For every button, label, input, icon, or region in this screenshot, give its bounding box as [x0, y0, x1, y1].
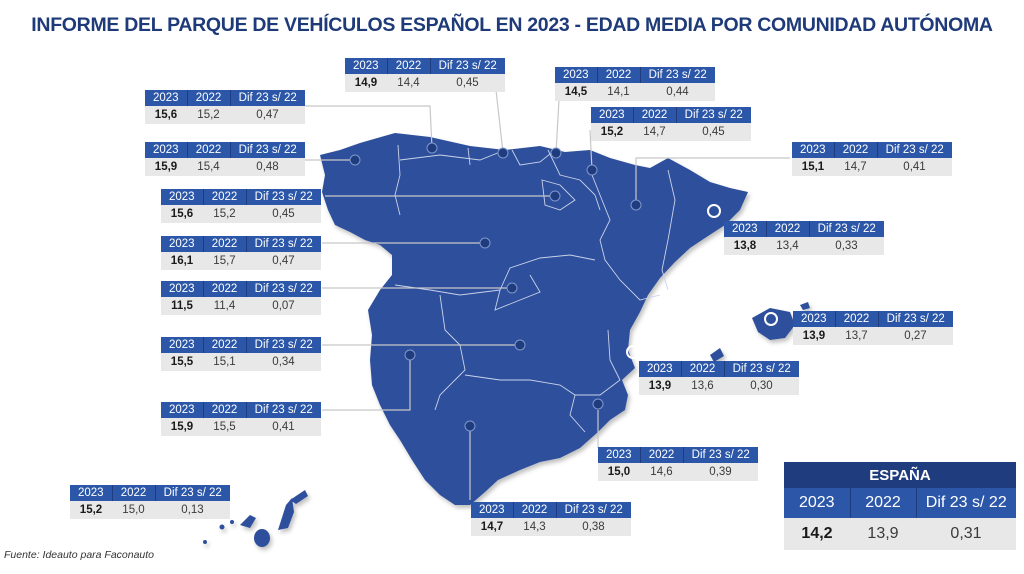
table-murcia: 2023 2022 Dif 23 s/ 22 15,0 14,6 0,39 — [598, 447, 758, 481]
value-diff: 0,45 — [676, 123, 751, 141]
spain-caption: ESPAÑA — [784, 462, 1016, 488]
value-2022: 15,4 — [187, 158, 230, 176]
value-2022: 15,1 — [203, 353, 246, 371]
value-2023: 15,6 — [145, 106, 187, 124]
table-pais-vasco: 2023 2022 Dif 23 s/ 22 14,5 14,1 0,44 — [555, 67, 715, 101]
value-diff: 0,38 — [556, 518, 631, 536]
table-galicia: 2023 2022 Dif 23 s/ 22 15,9 15,4 0,48 — [145, 142, 305, 176]
value-2023: 15,2 — [70, 501, 112, 519]
value-2022: 15,5 — [203, 418, 246, 436]
table-la-rioja: 2023 2022 Dif 23 s/ 22 15,6 15,2 0,45 — [161, 189, 321, 223]
table-baleares: 2023 2022 Dif 23 s/ 22 13,9 13,7 0,27 — [793, 311, 953, 345]
value-2023: 11,5 — [161, 297, 203, 315]
value-2022: 14,4 — [387, 74, 430, 92]
table-extremadura: 2023 2022 Dif 23 s/ 22 15,9 15,5 0,41 — [161, 402, 321, 436]
value-diff: 0,48 — [230, 158, 305, 176]
table-comunidad-valenciana: 2023 2022 Dif 23 s/ 22 13,9 13,6 0,30 — [639, 361, 799, 395]
value-diff: 0,07 — [246, 297, 321, 315]
value-2022: 14,6 — [640, 463, 683, 481]
value-diff: 0,30 — [724, 377, 799, 395]
page-title: INFORME DEL PARQUE DE VEHÍCULOS ESPAÑOL … — [31, 14, 993, 36]
value-diff: 0,33 — [809, 237, 884, 255]
value-2023: 15,2 — [591, 123, 633, 141]
table-castilla-y-leon: 2023 2022 Dif 23 s/ 22 16,1 15,7 0,47 — [161, 236, 321, 270]
value-diff: 0,34 — [246, 353, 321, 371]
value-2022: 15,2 — [203, 205, 246, 223]
value-2022: 13,7 — [835, 327, 878, 345]
value-2023: 14,5 — [555, 83, 597, 101]
value-2022: 13,6 — [681, 377, 724, 395]
value-2023: 15,1 — [792, 158, 834, 176]
value-diff: 0,45 — [430, 74, 505, 92]
value-2023: 15,9 — [145, 158, 187, 176]
value-diff: 0,47 — [246, 252, 321, 270]
table-cantabria: 2023 2022 Dif 23 s/ 22 14,9 14,4 0,45 — [345, 58, 505, 92]
value-diff: 0,27 — [878, 327, 953, 345]
value-diff: 0,41 — [246, 418, 321, 436]
value-2022: 14,7 — [633, 123, 676, 141]
value-2023: 13,9 — [639, 377, 681, 395]
value-diff: 0,44 — [640, 83, 715, 101]
table-asturias: 2023 2022 Dif 23 s/ 22 15,6 15,2 0,47 — [145, 90, 305, 124]
spain-value-2022: 13,9 — [850, 518, 916, 550]
value-diff: 0,45 — [246, 205, 321, 223]
value-2023: 15,6 — [161, 205, 203, 223]
value-diff: 0,41 — [877, 158, 952, 176]
table-cataluna: 2023 2022 Dif 23 s/ 22 13,8 13,4 0,33 — [724, 221, 884, 255]
value-2023: 13,9 — [793, 327, 835, 345]
value-2022: 15,2 — [187, 106, 230, 124]
value-diff: 0,39 — [683, 463, 758, 481]
value-2022: 14,7 — [834, 158, 877, 176]
value-2022: 15,0 — [112, 501, 155, 519]
value-2022: 14,3 — [513, 518, 556, 536]
value-diff: 0,13 — [155, 501, 230, 519]
value-2023: 14,7 — [471, 518, 513, 536]
spain-value-diff: 0,31 — [916, 518, 1016, 550]
value-2022: 13,4 — [766, 237, 809, 255]
table-canarias: 2023 2022 Dif 23 s/ 22 15,2 15,0 0,13 — [70, 485, 230, 519]
value-2022: 14,1 — [597, 83, 640, 101]
value-2023: 14,9 — [345, 74, 387, 92]
table-andalucia: 2023 2022 Dif 23 s/ 22 14,7 14,3 0,38 — [471, 502, 631, 536]
region-markers — [349, 142, 778, 432]
value-2023: 15,5 — [161, 353, 203, 371]
table-navarra: 2023 2022 Dif 23 s/ 22 15,2 14,7 0,45 — [591, 107, 751, 141]
value-2022: 15,7 — [203, 252, 246, 270]
table-aragon: 2023 2022 Dif 23 s/ 22 15,1 14,7 0,41 — [792, 142, 952, 176]
spain-summary-table: ESPAÑA 2023 2022 Dif 23 s/ 22 14,2 13,9 0,31 — [784, 462, 1016, 550]
value-diff: 0,47 — [230, 106, 305, 124]
source-note: Fuente: Ideauto para Faconauto — [4, 549, 155, 561]
spain-value-2023: 14,2 — [784, 518, 850, 550]
value-2023: 16,1 — [161, 252, 203, 270]
table-madrid: 2023 2022 Dif 23 s/ 22 11,5 11,4 0,07 — [161, 281, 321, 315]
value-2023: 15,0 — [598, 463, 640, 481]
value-2023: 13,8 — [724, 237, 766, 255]
value-2022: 11,4 — [203, 297, 246, 315]
table-castilla-la-mancha: 2023 2022 Dif 23 s/ 22 15,5 15,1 0,34 — [161, 337, 321, 371]
value-2023: 15,9 — [161, 418, 203, 436]
